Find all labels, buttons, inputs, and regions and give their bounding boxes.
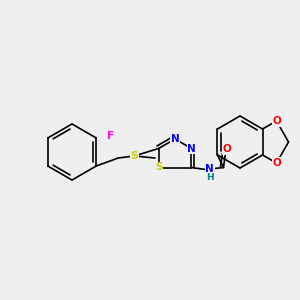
- Text: O: O: [272, 158, 281, 168]
- Text: S: S: [130, 151, 138, 161]
- Text: N: N: [187, 143, 196, 154]
- Text: F: F: [107, 131, 114, 141]
- Text: N: N: [171, 134, 179, 144]
- Text: S: S: [155, 163, 162, 172]
- Text: O: O: [272, 116, 281, 126]
- Text: H: H: [206, 173, 214, 182]
- Text: O: O: [222, 145, 231, 154]
- Text: N: N: [206, 164, 214, 175]
